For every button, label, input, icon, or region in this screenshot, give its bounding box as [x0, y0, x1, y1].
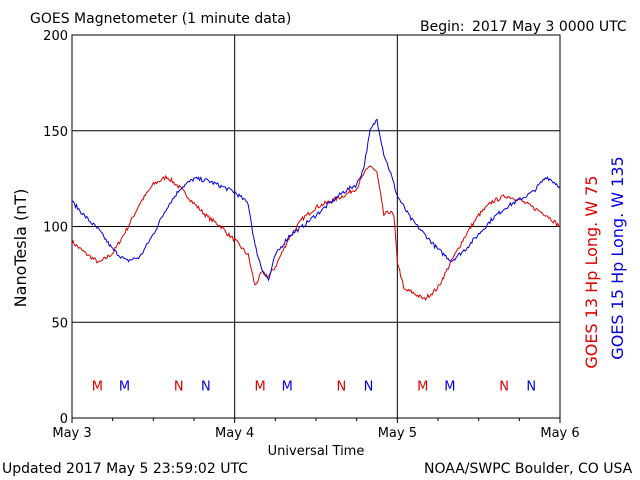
- annotation-m: M: [92, 379, 103, 394]
- y-tick-label: 0: [60, 412, 68, 427]
- annotation-n: N: [526, 379, 536, 394]
- y-tick-label: 50: [51, 316, 68, 331]
- x-tick-label: May 5: [378, 426, 417, 441]
- credit-text: NOAA/SWPC Boulder, CO USA: [424, 461, 633, 477]
- x-tick-label: May 4: [215, 426, 254, 441]
- legend-goes15: GOES 15 Hp Long. W 135: [608, 156, 627, 359]
- y-tick-label: 100: [43, 221, 68, 236]
- y-tick-label: 200: [43, 29, 68, 44]
- begin-label: Begin:: [420, 19, 465, 35]
- grid-lines: [72, 35, 560, 418]
- series-line-goes15: [71, 118, 561, 282]
- x-tick-label: May 3: [52, 426, 91, 441]
- x-tick-label: May 6: [540, 426, 579, 441]
- chart-title: GOES Magnetometer (1 minute data): [30, 11, 291, 27]
- x-axis-label: Universal Time: [268, 444, 365, 459]
- annotation-n: N: [174, 379, 184, 394]
- begin-value: 2017 May 3 0000 UTC: [472, 19, 627, 35]
- series-line-goes13: [71, 165, 561, 301]
- annotation-m: M: [254, 379, 265, 394]
- annotation-n: N: [337, 379, 347, 394]
- annotation-m: M: [444, 379, 455, 394]
- annotation-n: N: [201, 379, 211, 394]
- annotation-n: N: [364, 379, 374, 394]
- x-axis: May 3 May 4 May 5 May 6: [52, 418, 580, 441]
- updated-timestamp: Updated 2017 May 5 23:59:02 UTC: [2, 461, 248, 477]
- y-axis: 0 50 100 150 200: [43, 29, 68, 427]
- annotation-m: M: [417, 379, 428, 394]
- annotation-m: M: [119, 379, 130, 394]
- legend-goes13: GOES 13 Hp Long. W 75: [582, 175, 601, 368]
- y-axis-label: NanoTesla (nT): [11, 189, 30, 308]
- annotation-n: N: [499, 379, 509, 394]
- y-tick-label: 150: [43, 125, 68, 140]
- series-group: [71, 118, 561, 301]
- annotation-m: M: [282, 379, 293, 394]
